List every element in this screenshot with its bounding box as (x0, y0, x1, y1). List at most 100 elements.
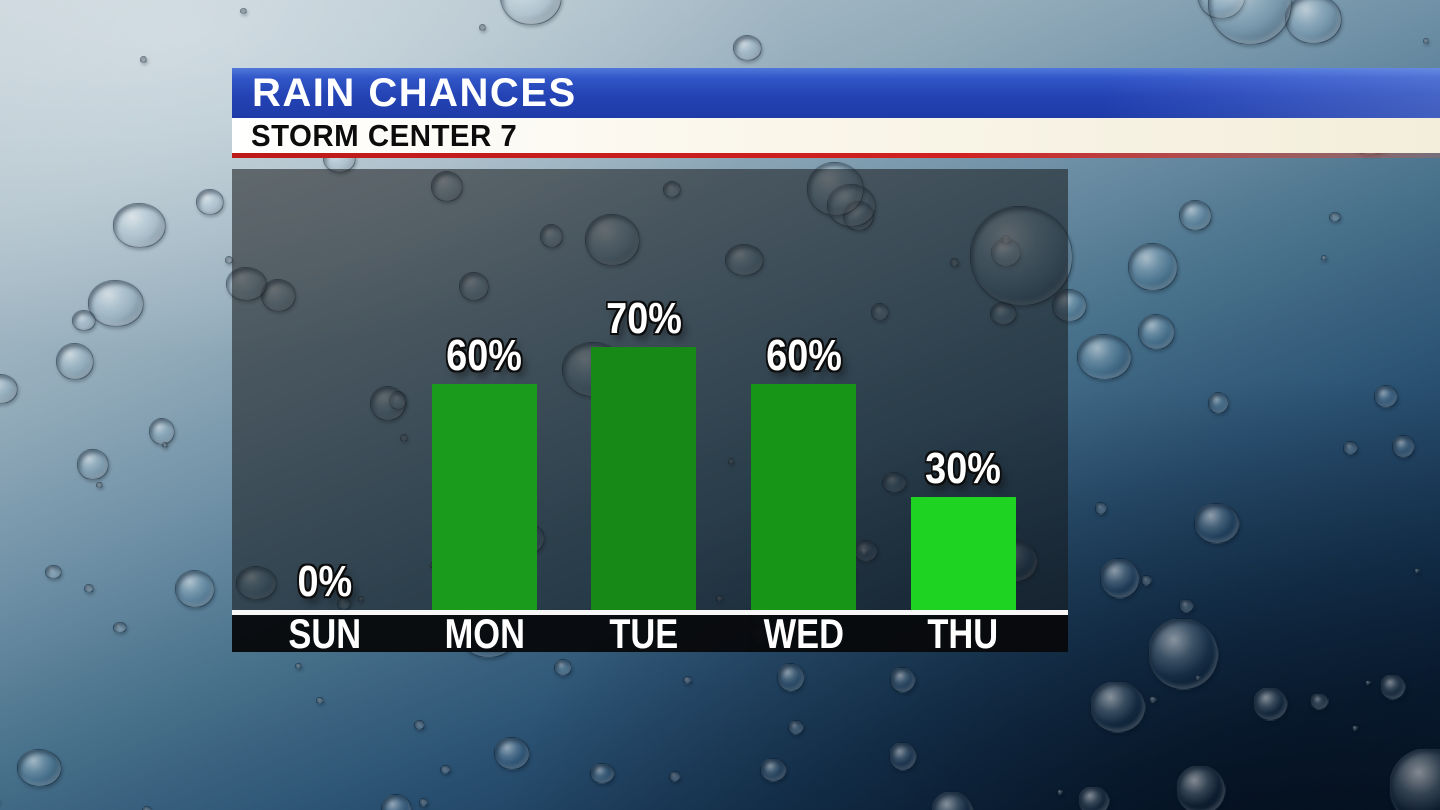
chart-plot-area: 0% 60% 70% 60% 30% (245, 169, 1043, 610)
x-tick-tue: TUE (609, 610, 679, 657)
page-title: RAIN CHANCES (252, 71, 577, 115)
water-droplet (499, 0, 562, 25)
water-droplet (494, 737, 530, 770)
water-droplet (87, 279, 144, 327)
x-tick-thu: THU (927, 610, 999, 657)
water-droplet (732, 35, 762, 61)
water-droplet (112, 621, 127, 634)
chart-column-thu: 30% (883, 169, 1043, 610)
water-droplet (413, 719, 425, 730)
water-droplet (1392, 435, 1415, 459)
water-droplet (161, 441, 168, 448)
water-droplet (1094, 502, 1108, 515)
water-droplet (440, 764, 451, 774)
water-droplet (1422, 37, 1430, 45)
water-droplet (45, 565, 62, 580)
water-droplet (1285, 0, 1343, 44)
bar-wed (751, 384, 857, 610)
water-droplet (148, 417, 176, 445)
water-droplet (1078, 786, 1110, 810)
chart-column-tue: 70% (564, 169, 724, 610)
water-droplet (1178, 199, 1212, 231)
water-droplet (669, 770, 682, 782)
water-droplet (759, 757, 788, 783)
water-droplet (140, 56, 148, 63)
water-droplet (84, 583, 95, 593)
water-droplet (1137, 314, 1176, 350)
water-droplet (141, 806, 152, 810)
water-droplet (17, 748, 63, 787)
water-droplet (1374, 385, 1398, 409)
bar-value-label-sun: 0% (297, 557, 353, 606)
water-droplet (1140, 575, 1153, 586)
water-droplet (295, 662, 302, 670)
water-droplet (1414, 568, 1421, 574)
title-banner: RAIN CHANCES STORM CENTER 7 (232, 68, 1440, 158)
banner-title-bar: RAIN CHANCES (232, 68, 1440, 118)
water-droplet (1380, 673, 1407, 700)
water-droplet (1056, 788, 1064, 795)
water-droplet (1147, 617, 1219, 690)
water-droplet (1208, 391, 1230, 414)
x-tick-wed: WED (763, 610, 844, 657)
water-droplet (1176, 765, 1226, 810)
water-droplet (1253, 686, 1288, 721)
water-droplet (174, 570, 216, 609)
bar-mon (431, 384, 537, 610)
x-axis-labels: SUN MON TUE WED THU (245, 610, 1043, 657)
water-droplet (1320, 255, 1328, 262)
water-droplet (1365, 679, 1372, 685)
water-droplet (1076, 334, 1133, 381)
bar-value-label-mon: 60% (446, 331, 523, 380)
bar-value-label-wed: 60% (765, 331, 842, 380)
bar-tue (591, 347, 697, 610)
bar-thu (910, 497, 1016, 610)
water-droplet (1148, 695, 1157, 704)
x-axis-label-strip: SUN MON TUE WED THU (232, 610, 1068, 657)
banner-subtitle: STORM CENTER 7 (251, 118, 518, 153)
water-droplet (888, 741, 917, 771)
water-droplet (1193, 502, 1241, 544)
water-droplet (240, 7, 248, 14)
water-droplet (776, 662, 806, 692)
water-droplet (1389, 748, 1440, 810)
water-droplet (683, 675, 692, 684)
water-droplet (196, 188, 225, 216)
water-droplet (590, 763, 615, 785)
water-droplet (553, 658, 572, 676)
chart-column-sun: 0% (245, 169, 405, 610)
water-droplet (1090, 681, 1147, 733)
banner-accent-line (232, 153, 1440, 158)
water-droplet (113, 202, 166, 249)
water-droplet (1100, 558, 1141, 599)
water-droplet (930, 791, 975, 810)
bar-value-label-thu: 30% (925, 444, 1002, 493)
chart-column-wed: 60% (724, 169, 884, 610)
x-tick-mon: MON (444, 610, 525, 657)
water-droplet (96, 481, 104, 489)
water-droplet (0, 373, 18, 404)
water-droplet (788, 720, 804, 736)
x-tick-sun: SUN (288, 610, 362, 657)
water-droplet (1310, 693, 1329, 711)
banner-subtitle-bar: STORM CENTER 7 (232, 118, 1440, 153)
water-droplet (56, 343, 94, 380)
water-droplet (316, 696, 325, 704)
water-droplet (381, 794, 413, 810)
water-droplet (1352, 725, 1359, 731)
rain-chances-chart: 0% 60% 70% 60% 30% SUN MON TUE WED THU (232, 169, 1068, 657)
x-axis-line (232, 610, 1068, 615)
water-droplet (1328, 211, 1341, 222)
water-droplet (1179, 598, 1195, 614)
water-droplet (1208, 0, 1293, 45)
water-droplet (889, 666, 916, 693)
chart-column-mon: 60% (405, 169, 565, 610)
water-droplet (77, 448, 109, 481)
water-droplet (1343, 440, 1358, 455)
water-droplet (1127, 242, 1178, 292)
water-droplet (418, 797, 429, 807)
bar-value-label-tue: 70% (606, 294, 682, 343)
water-droplet (71, 310, 96, 332)
water-droplet (479, 23, 487, 31)
